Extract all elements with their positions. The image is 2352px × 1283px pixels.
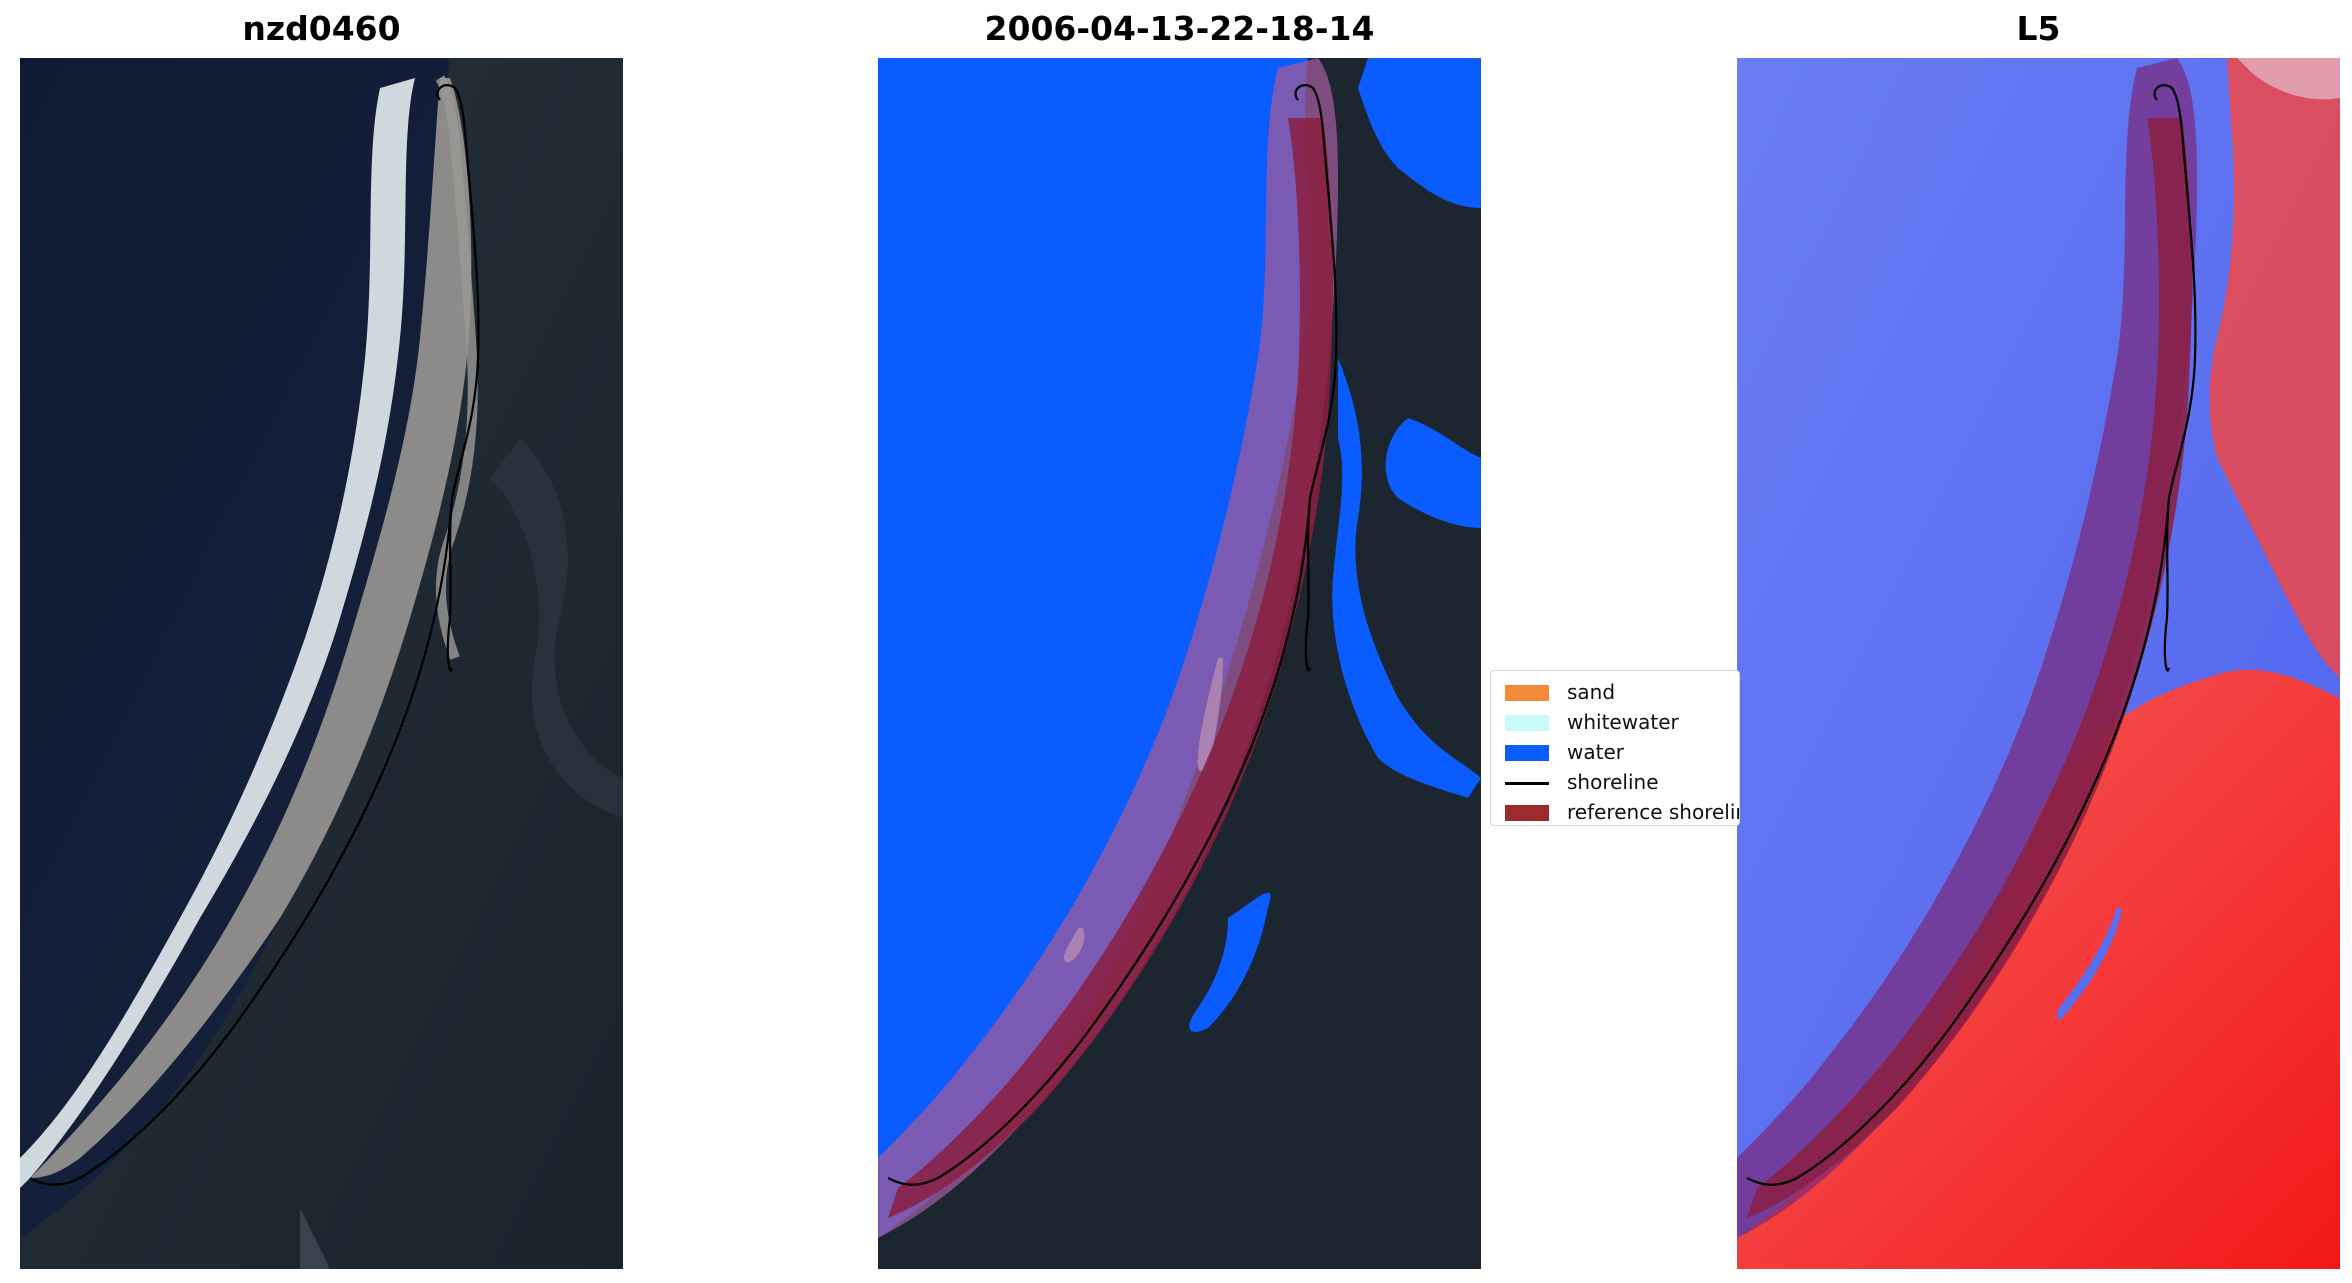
legend-label-shoreline: shoreline [1567,770,1659,794]
estuary-channel [490,438,623,818]
reference-shoreline-band [1747,118,2192,1218]
rgb-image-panel [20,58,623,1269]
legend-item-water: water [1501,739,1739,765]
whitewater-swatch [1505,715,1549,731]
beach-sand [30,78,472,1178]
rgb-image [20,58,623,1269]
spit-sand [435,75,478,660]
index-bright-strip [2237,58,2340,100]
classified-water-estuary [1332,358,1481,798]
index-land-right [2209,58,2340,678]
legend-label-reference-shoreline: reference shoreline [1567,800,1739,824]
sand-patch [300,1208,330,1269]
index-land-area [1737,669,2340,1269]
surf-zone [20,78,415,1188]
panel-title-satellite: L5 [2016,9,2061,48]
legend-label-sand: sand [1567,680,1616,704]
legend: sand whitewater water shoreline referenc… [1490,670,1740,826]
reference-shoreline-band [888,118,1333,1218]
classified-water-ocean [878,58,1311,1238]
classified-water-pond [1189,892,1271,1032]
detected-shoreline [1746,84,2197,1186]
legend-item-sand: sand [1501,679,1739,705]
sand-swatch [1505,685,1549,701]
detected-shoreline [29,84,480,1186]
classified-image-panel [878,58,1481,1269]
reference-shoreline-swatch [1505,805,1549,821]
panel-title-site: nzd0460 [242,9,401,48]
classified-water-lagoon [1385,418,1481,528]
legend-label-whitewater: whitewater [1567,710,1679,734]
classified-water-channel-top [1358,58,1481,208]
classified-image [878,58,1481,1269]
index-image-panel [1737,58,2340,1269]
legend-item-whitewater: whitewater [1501,709,1739,735]
water-swatch [1505,745,1549,761]
legend-item-reference-shoreline: reference shoreline [1501,799,1739,825]
legend-item-shoreline: shoreline [1501,769,1739,795]
legend-label-water: water [1567,740,1624,764]
detected-shoreline [887,84,1338,1186]
panel-title-date: 2006-04-13-22-18-14 [984,9,1375,48]
shoreline-line-icon [1505,782,1549,785]
index-water-pond [2056,908,2122,1020]
index-image [1737,58,2340,1269]
